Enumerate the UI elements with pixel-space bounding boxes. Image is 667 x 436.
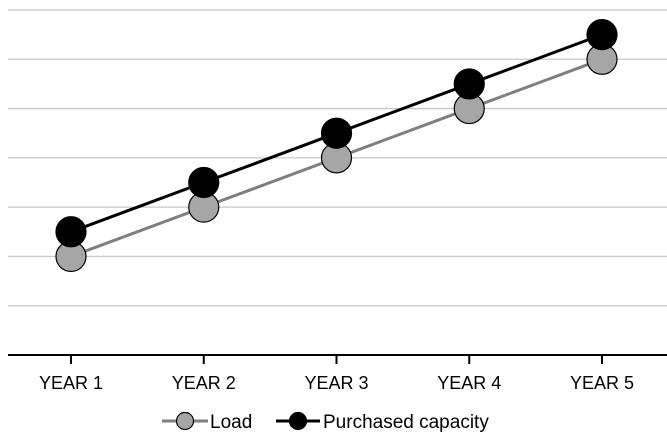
legend-swatch-marker	[288, 411, 308, 431]
legend: Load Purchased capacity	[162, 411, 489, 433]
x-axis: YEAR 1 YEAR 2 YEAR 3 YEAR 4 YEAR 5	[8, 354, 667, 393]
data-point	[320, 117, 353, 149]
x-tick-label: YEAR 4	[437, 373, 501, 393]
data-point	[188, 166, 220, 199]
legend-label: Purchased capacity	[323, 412, 489, 433]
x-tick-label: YEAR 3	[304, 373, 368, 393]
data-point	[586, 19, 618, 51]
x-tick-label: YEAR 2	[172, 373, 236, 393]
gridlines	[8, 9, 667, 307]
legend-swatch-marker	[175, 411, 195, 431]
x-tick-label: YEAR 5	[570, 373, 634, 393]
data-point	[55, 216, 87, 248]
legend-label: Load	[210, 412, 252, 433]
x-tick-label: YEAR 1	[39, 373, 103, 393]
data-point	[453, 68, 485, 100]
series-layer	[55, 19, 618, 273]
